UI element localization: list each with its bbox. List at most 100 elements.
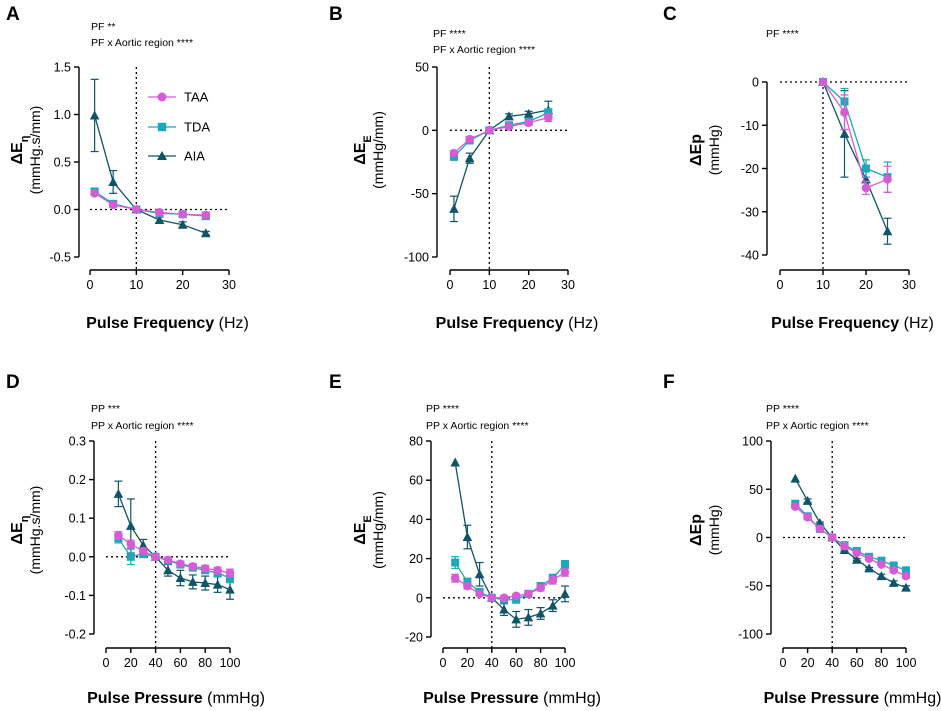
- data-point-taa: [560, 568, 570, 577]
- y-axis-subscript: η: [19, 515, 31, 522]
- data-point-aia: [839, 128, 850, 138]
- panel-b: B PF **** PF x Aortic region **** -100 -50 0 5…: [329, 4, 598, 332]
- stat-annotation: PP ****: [766, 403, 799, 415]
- x-tick-label: 100: [896, 656, 917, 670]
- y-axis-symbol: ΔEp: [688, 514, 705, 546]
- legend-label: AIA: [184, 149, 205, 164]
- y-tick-label: -100: [738, 628, 763, 642]
- y-axis-unit: (mmHg): [706, 505, 722, 556]
- series-aia: [818, 77, 893, 245]
- data-point-aia: [138, 540, 148, 550]
- data-point-taa: [487, 593, 497, 603]
- x-tick-label: 0: [777, 278, 784, 292]
- data-point-tda: [862, 164, 870, 173]
- y-tick-label: 0.2: [69, 473, 86, 487]
- data-point-taa: [485, 126, 494, 135]
- stat-annotation: PF ****: [766, 28, 799, 40]
- data-point-aia: [462, 532, 473, 542]
- series-aia: [449, 100, 554, 223]
- data-point-taa: [889, 566, 898, 575]
- y-tick-label: -50: [745, 579, 763, 593]
- y-tick-label: 0.1: [69, 512, 86, 526]
- y-tick-label: 1.5: [54, 61, 71, 75]
- y-axis-subscript: E: [362, 135, 374, 142]
- stat-annotation: PP ****: [426, 403, 459, 415]
- data-point-taa: [90, 189, 99, 198]
- data-point-aia: [163, 565, 173, 575]
- panel-letter: B: [329, 4, 343, 25]
- series-tda: [819, 78, 892, 193]
- series-taa: [449, 113, 553, 158]
- data-point-taa: [803, 512, 812, 522]
- y-tick-label: -20: [741, 162, 759, 176]
- panel-c: C PF **** -40 -30 -20 -10 0 0 10 20 30 Pulse Freque…: [663, 4, 934, 332]
- data-point-taa: [132, 205, 141, 214]
- series-line: [453, 112, 549, 158]
- x-tick-label: 20: [801, 656, 815, 670]
- data-point-taa: [155, 208, 164, 217]
- x-axis-title: Pulse Frequency (Hz): [86, 315, 249, 332]
- x-tick-label: 20: [859, 278, 873, 292]
- data-point-taa: [138, 546, 148, 556]
- y-tick-label: -10: [741, 119, 759, 133]
- data-point-taa: [126, 539, 136, 549]
- panel-letter: A: [6, 4, 20, 25]
- stat-annotation: PP x Aortic region ****: [91, 420, 194, 432]
- y-axis-symbol: ΔE: [9, 142, 26, 165]
- x-tick-label: 30: [902, 278, 916, 292]
- data-point-tda: [544, 108, 553, 117]
- x-axis-title-main: Pulse Pressure: [87, 690, 203, 707]
- data-point-taa: [463, 581, 472, 591]
- y-tick-label: -50: [411, 187, 429, 201]
- data-point-aia: [882, 226, 893, 236]
- data-point-aia: [212, 579, 223, 589]
- y-tick-label: 40: [409, 513, 423, 527]
- x-tick-label: 20: [460, 656, 474, 670]
- x-axis-title-main: Pulse Frequency: [771, 315, 899, 332]
- y-tick-label: 100: [742, 435, 763, 449]
- data-point-tda: [126, 552, 135, 561]
- y-tick-label: -0.5: [49, 251, 71, 265]
- x-axis-title-main: Pulse Frequency: [436, 315, 564, 332]
- x-axis-title-main: Pulse Pressure: [423, 690, 539, 707]
- data-point-taa: [200, 564, 210, 573]
- x-tick-label: 10: [816, 278, 830, 292]
- y-axis-title: ΔEp (mmHg): [688, 505, 722, 556]
- x-tick-label: 0: [87, 278, 94, 292]
- data-point-aia: [560, 588, 570, 598]
- series-line: [117, 537, 231, 579]
- stat-annotation: PP ***: [91, 403, 120, 415]
- y-axis-symbol: ΔE: [9, 522, 26, 545]
- data-point-taa: [450, 573, 460, 583]
- legend-marker-taa: [157, 92, 167, 102]
- y-axis-title: ΔEE(mmHg/mm): [352, 111, 386, 189]
- series-line: [822, 81, 888, 189]
- y-axis-title: ΔEη(mmHg.s/mm): [9, 486, 43, 575]
- series-tda: [449, 108, 553, 161]
- data-point-aia: [504, 111, 514, 121]
- series-line: [794, 506, 907, 577]
- legend-label: TDA: [184, 120, 210, 135]
- series-line: [454, 462, 566, 621]
- y-axis-symbol: ΔE: [352, 142, 369, 165]
- data-point-taa: [178, 209, 187, 219]
- data-point-taa: [815, 524, 825, 534]
- x-tick-label: 60: [173, 656, 187, 670]
- x-axis-title-unit: (Hz): [564, 315, 599, 332]
- data-point-aia: [815, 518, 825, 528]
- data-point-taa: [864, 554, 874, 564]
- data-point-taa: [548, 575, 558, 585]
- panel-e: E PP **** PP x Aortic region **** -20 0 20 40 6…: [329, 372, 601, 707]
- x-tick-label: 80: [874, 656, 888, 670]
- data-point-aia: [177, 219, 188, 229]
- y-axis-title-main: ΔEE: [352, 515, 374, 545]
- x-tick-label: 0: [103, 656, 110, 670]
- x-axis-title: Pulse Pressure (mmHg): [764, 690, 941, 707]
- data-point-taa: [536, 583, 545, 593]
- x-axis-title-main: Pulse Pressure: [764, 690, 880, 707]
- data-point-taa: [504, 122, 514, 131]
- data-point-taa: [188, 562, 198, 571]
- data-point-taa: [225, 568, 235, 578]
- series-line: [794, 478, 907, 589]
- data-point-taa: [544, 113, 553, 122]
